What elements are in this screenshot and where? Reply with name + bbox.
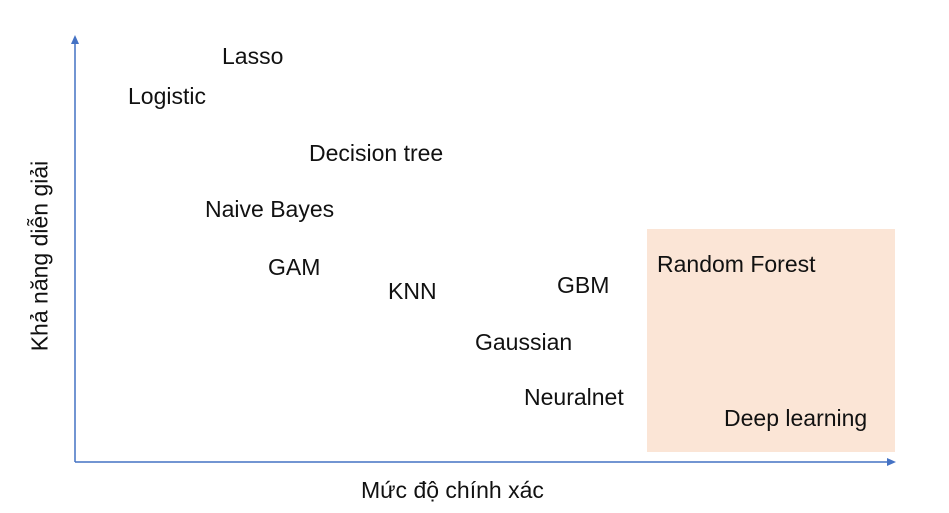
model-label-neuralnet: Neuralnet [524, 384, 624, 410]
model-label-lasso: Lasso [222, 43, 284, 69]
x-axis-arrowhead [887, 458, 896, 466]
y-axis-title: Khả năng diễn giải [26, 160, 53, 352]
model-label-random-forest: Random Forest [657, 251, 816, 277]
model-label-logistic: Logistic [128, 83, 206, 109]
model-label-deep-learning: Deep learning [724, 405, 868, 431]
model-label-gaussian: Gaussian [475, 329, 573, 355]
model-label-knn: KNN [388, 278, 437, 304]
high-accuracy-highlight-box [647, 229, 895, 452]
x-axis-title: Mức độ chính xác [361, 477, 544, 503]
model-label-gbm: GBM [557, 272, 610, 298]
model-label-gam: GAM [268, 254, 321, 280]
model-label-naive-bayes: Naive Bayes [205, 196, 335, 222]
y-axis-arrowhead [71, 35, 79, 44]
model-label-decision-tree: Decision tree [309, 140, 444, 166]
